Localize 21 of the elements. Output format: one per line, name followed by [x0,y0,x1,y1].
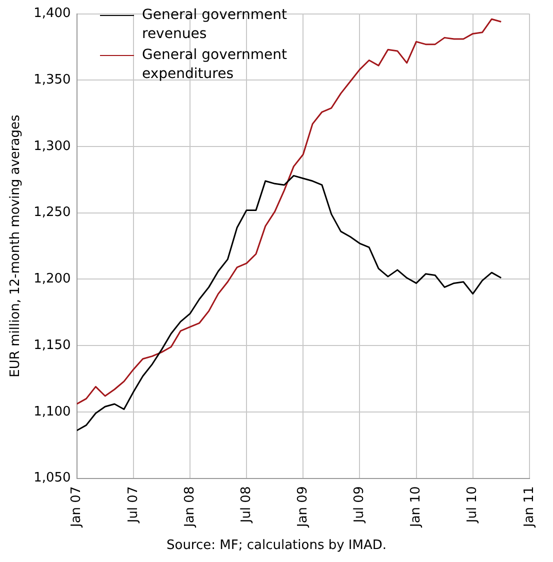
x-tick-label: Jan 11 [522,486,537,528]
y-tick-label: 1,200 [34,272,71,287]
source-note: Source: MF; calculations by IMAD. [165,538,388,553]
y-tick-label: 1,400 [34,6,71,22]
y-tick-label: 1,150 [34,338,71,353]
y-tick-label: 1,100 [34,404,71,420]
x-tick-label: Jul 10 [465,486,480,524]
y-tick-label: 1,050 [34,470,71,486]
x-tick-label: Jan 09 [295,486,310,528]
y-tick-label: 1,300 [34,138,71,154]
y-axis-title: EUR million, 12-month moving averages [8,114,24,378]
x-tick-label: Jan 10 [408,486,424,528]
x-tick-label: Jul 09 [352,486,368,524]
x-tick-label: Jan 08 [182,486,198,528]
y-tick-label: 1,250 [34,205,71,220]
legend-label: General government revenues [142,6,288,44]
x-tick-label: Jul 08 [238,486,254,524]
y-tick-label: 1,350 [34,72,71,88]
legend-label: General government expenditures [142,46,288,84]
x-tick-label: Jul 07 [126,486,141,524]
x-tick-label: Jan 07 [69,486,84,528]
